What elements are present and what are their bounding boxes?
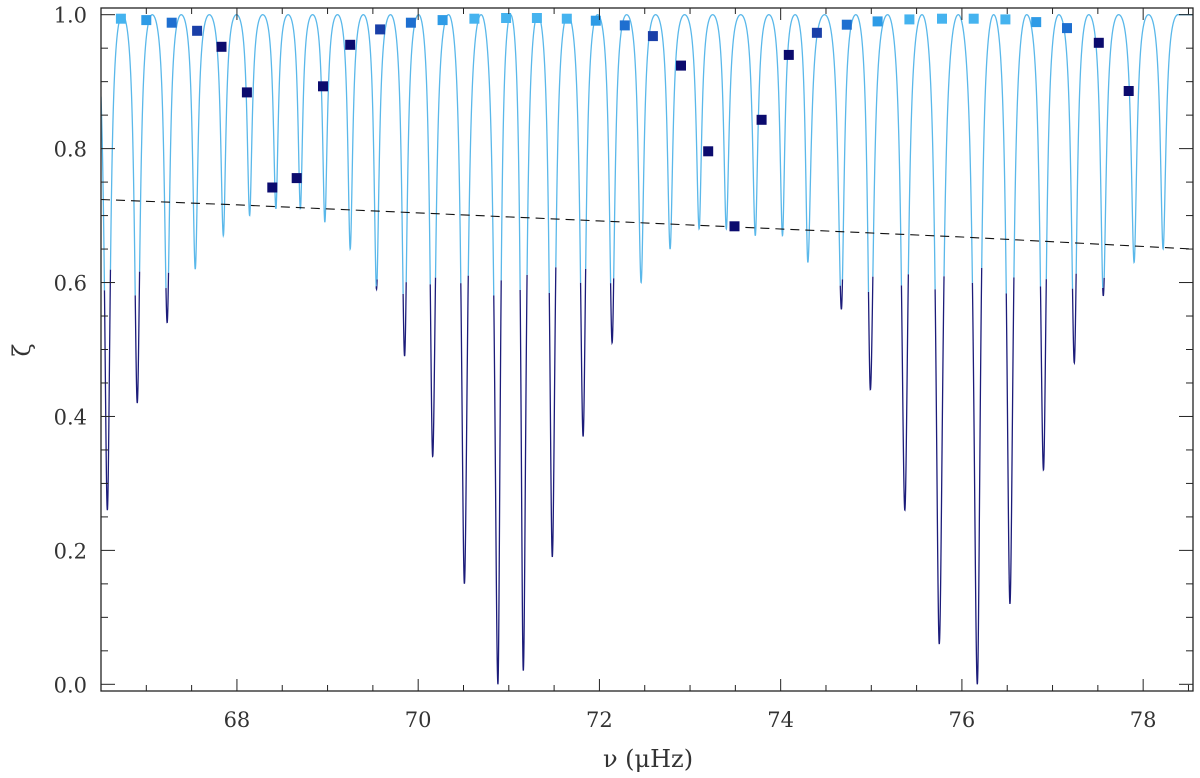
marker-point [1093,37,1104,48]
marker-point [166,17,177,28]
marker-point [703,146,714,157]
marker-point [872,16,883,27]
marker-point [1031,17,1042,28]
marker-point [437,15,448,26]
zeta-curve-dark-segment [493,280,502,685]
marker-point [375,24,386,35]
marker-point [501,13,512,23]
y-axis-title: ζ [8,343,36,356]
zeta-curve-dark-segment [900,274,909,512]
zeta-curve-light-segment [467,14,495,296]
zeta-curve-light-segment [872,14,903,286]
zeta-curve-light-segment [555,14,582,283]
zeta-curve-light-segment [434,14,462,284]
zeta-curve-light-segment [585,14,612,284]
zeta-curve-light-segment [943,14,974,283]
x-axis-title: ν (μHz) [603,745,693,773]
y-tick-label: 0.0 [54,673,87,697]
zeta-curve-dark-segment [429,277,437,458]
marker-point [1000,14,1011,25]
zeta-curve-light-segment [1075,14,1104,288]
zeta-curve-light-segment [981,14,1007,294]
zeta-curve-dark-segment [548,267,557,558]
marker-point [192,25,203,36]
zeta-curve-dark-segment [165,272,170,324]
marker-point [531,13,542,23]
zeta-curve-light-segment [109,14,136,296]
zeta-curve-light-segment [526,14,550,293]
marker-point [676,60,686,71]
zeta-curve-dark-segment [402,282,407,357]
y-tick-label: 0.6 [54,272,87,296]
marker-point [1062,23,1072,34]
marker-point [291,173,302,184]
marker-point [811,27,822,38]
plot-frame [100,7,1194,692]
zeta-curve-light-segment [1013,14,1042,287]
marker-point [904,14,915,25]
marker-point [241,87,252,98]
marker-point [561,13,572,24]
zeta-curve-dark-segment [867,276,874,391]
marker-point [267,182,278,193]
marker-point [783,49,794,60]
marker-point [729,221,740,232]
plot-area [101,13,1193,685]
zeta-curve-dark-segment [460,275,469,584]
zeta-curve-dark-segment [579,269,587,437]
zeta-curve-light-segment [1103,14,1193,278]
zeta-curve-light-segment [1045,14,1074,289]
zeta-curve-dark-segment [1039,279,1047,472]
x-tick-label: 72 [586,708,613,732]
marker-point [619,20,630,31]
zeta-curve-dark-segment [1102,277,1105,297]
y-tick-label: 0.2 [54,539,87,563]
marker-point [647,31,658,42]
marker-point [1123,86,1134,96]
x-tick-label: 70 [405,708,432,732]
marker-point [841,19,852,30]
y-tick-label: 0.4 [54,405,87,429]
marker-point [590,15,601,26]
marker-point [968,13,979,24]
marker-point [141,15,152,26]
y-tick-label: 0.8 [54,138,87,162]
marker-point [469,13,480,24]
zeta-curve-dark-segment [934,276,945,645]
tick-labels: 68 70 72 74 76 78 0.0 0.2 0.4 0.6 0.8 1.0 [54,4,1157,732]
x-tick-label: 76 [949,708,976,732]
zeta-curve-light-segment [613,14,841,286]
marker-point [937,13,947,24]
marker-point [115,13,126,24]
zeta-curve-dark-segment [134,271,141,404]
zeta-curve-dark-segment [103,269,112,511]
zeta-curve-dark-segment [839,279,844,310]
zeta-curve-dark-segment [1005,277,1015,605]
marker-point [756,114,767,125]
x-tick-label: 74 [767,708,794,732]
zeta-curve-dark-segment [519,274,528,671]
zeta-curve-dark-segment [971,268,983,685]
zeta-curve-dark-segment [1071,273,1077,366]
zeta-curve-light-segment [500,14,521,291]
zeta-curve-dark-segment [609,278,615,346]
dashed-trend-line [101,198,1193,250]
zeta-curve-light-segment [376,14,404,294]
zeta-curve-dark-segment [375,279,378,292]
y-tick-label: 1.0 [54,4,87,28]
axis-ticks [100,8,1193,691]
marker-point [216,41,227,52]
marker-point [318,81,328,92]
zeta-curve-light-segment [138,14,167,289]
x-tick-label: 78 [1130,708,1157,732]
x-tick-label: 68 [224,708,251,732]
marker-point [405,17,416,28]
zeta-curve-light-segment [405,14,431,285]
zeta-curve-light-segment [841,14,870,293]
zeta-curve-light-segment [167,14,377,287]
zeta-curve-light-segment [907,14,936,290]
marker-point [345,39,356,50]
